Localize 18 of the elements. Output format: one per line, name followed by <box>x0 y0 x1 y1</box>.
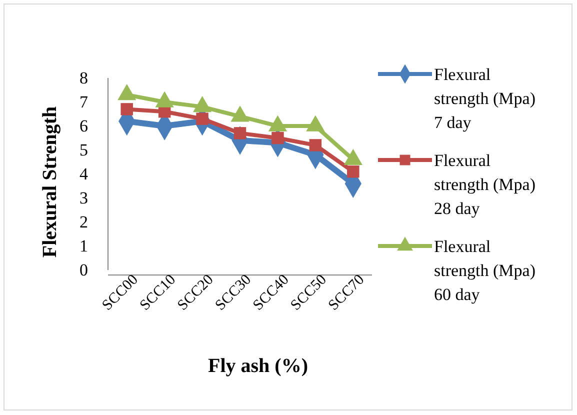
y-tick-label: 0 <box>80 260 88 280</box>
x-axis-title: Fly ash (%) <box>208 355 308 377</box>
legend-label: Flexural strength (Mpa) 28 day <box>434 151 536 218</box>
y-tick-label: 4 <box>80 164 88 184</box>
point <box>234 127 246 140</box>
legend-label: Flexural strength (Mpa) 60 day <box>434 237 536 304</box>
y-tick-label: 7 <box>80 92 88 112</box>
point <box>347 165 360 178</box>
y-tick-label: 5 <box>80 140 88 160</box>
y-tick-label: 1 <box>80 236 88 256</box>
y-axis-title: Flexural Strength <box>39 106 61 258</box>
point <box>120 103 133 116</box>
y-tick-label: 6 <box>80 116 88 136</box>
y-tick-label: 8 <box>80 68 88 88</box>
y-tick-label: 2 <box>80 212 88 232</box>
point <box>309 139 322 152</box>
y-tick-label: 3 <box>80 188 88 208</box>
legend-label: Flexural strength (Mpa) 7 day <box>434 65 536 132</box>
